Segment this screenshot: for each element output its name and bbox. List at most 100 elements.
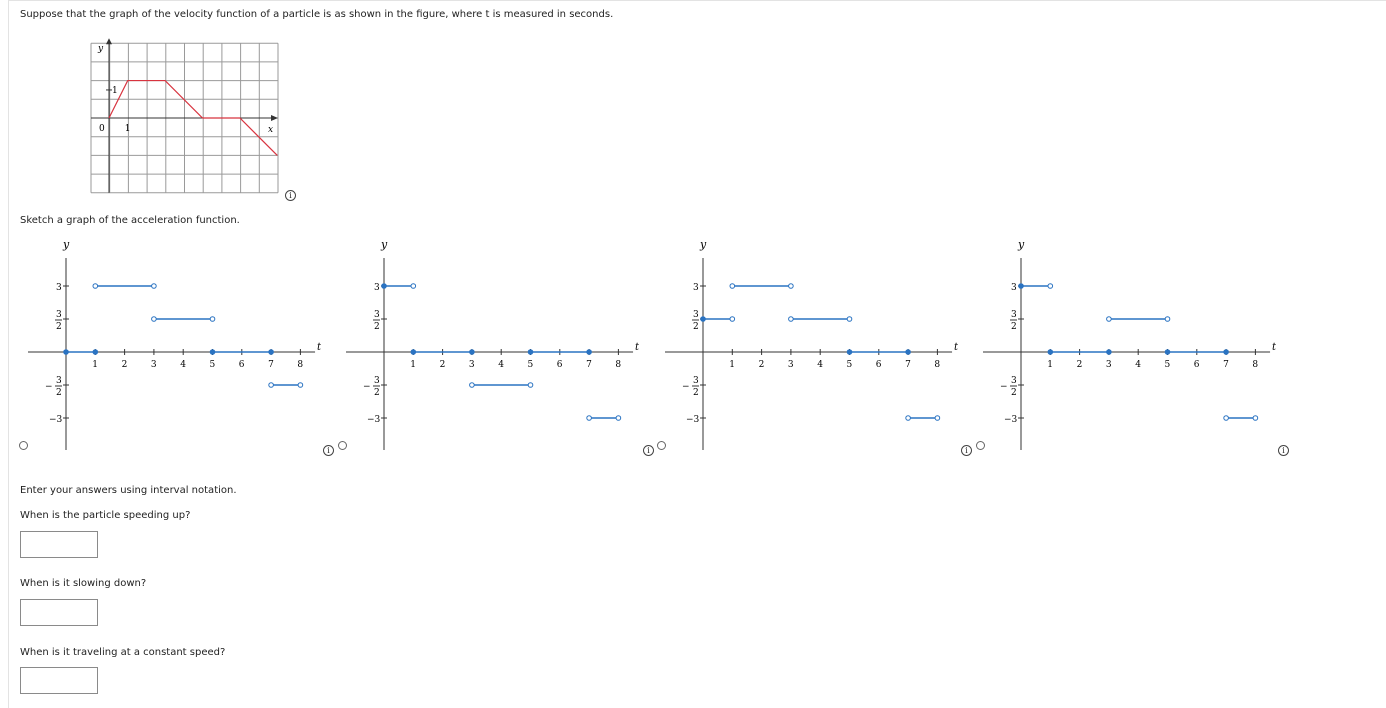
open-endpoint (92, 283, 99, 289)
open-endpoint (1164, 316, 1171, 322)
x-tick-label: 2 (759, 360, 765, 370)
x-tick-label: 1 (92, 360, 98, 370)
x-tick-label: 6 (876, 360, 882, 370)
info-icon[interactable]: i (1278, 445, 1289, 456)
frac-numerator: 3 (374, 376, 380, 386)
y-tick-label-3: 3 (693, 283, 699, 293)
y-axis-label: y (62, 238, 70, 251)
y-axis-label: y (699, 238, 707, 251)
x-tick-label: 7 (1223, 360, 1229, 370)
t-axis-label: t (317, 342, 322, 353)
frac-denominator: 2 (374, 388, 380, 398)
x-tick-label: 7 (586, 360, 592, 370)
x-tick-label: 1 (1047, 360, 1053, 370)
open-endpoint (268, 382, 274, 388)
x-tick-label: 6 (1194, 360, 1200, 370)
slowing-down-label: When is it slowing down? (20, 578, 147, 589)
open-endpoint (1047, 283, 1054, 289)
frac-denominator: 2 (1011, 388, 1017, 398)
frac-numerator: 3 (693, 310, 699, 320)
constant-speed-input[interactable] (20, 667, 98, 694)
t-axis-label: t (954, 342, 959, 353)
x-tick-label: 5 (847, 360, 853, 370)
interval-note: Enter your answers using interval notati… (20, 485, 237, 496)
closed-endpoint (410, 349, 417, 355)
option-graph-b: yt1 2 3 4 5 6 7 83−332−32 (346, 238, 640, 450)
frac-denominator: 2 (1011, 322, 1017, 332)
frac-denominator: 2 (56, 388, 62, 398)
frac-numerator: 3 (1011, 310, 1017, 320)
option-d-radio[interactable] (976, 441, 985, 450)
frac-neg-sign: − (682, 382, 690, 392)
open-endpoint (1106, 316, 1112, 322)
open-endpoint (788, 316, 794, 322)
frac-denominator: 2 (56, 322, 62, 332)
x-tick-label: 2 (440, 360, 446, 370)
open-endpoint (934, 415, 941, 421)
option-graph-c: yt1 2 3 4 5 6 7 83−332−32 (665, 238, 959, 450)
question-intro: Suppose that the graph of the velocity f… (20, 9, 614, 20)
frac-denominator: 2 (693, 388, 699, 398)
y-tick-label: 1 (112, 86, 118, 96)
y-axis-arrow (106, 38, 112, 45)
open-endpoint (729, 283, 736, 289)
closed-endpoint (92, 349, 99, 355)
closed-endpoint (586, 349, 592, 355)
closed-endpoint (700, 316, 706, 322)
x-axis-arrow (271, 115, 278, 121)
x-axis-label: x (268, 125, 273, 135)
open-endpoint (151, 283, 157, 289)
y-axis-label: y (380, 238, 388, 251)
open-endpoint (846, 316, 853, 322)
closed-endpoint (527, 349, 534, 355)
x-tick-label: 5 (1165, 360, 1171, 370)
y-tick-label-3: 3 (1011, 283, 1017, 293)
frac-denominator: 2 (374, 322, 380, 332)
open-endpoint (410, 283, 417, 289)
option-graph-d: yt1 2 3 4 5 6 7 83−332−32 (983, 238, 1277, 450)
velocity-curve (108, 79, 278, 156)
option-b-radio[interactable] (338, 441, 347, 450)
x-tick-label: 8 (297, 360, 303, 370)
y-tick-label-neg3: −3 (367, 415, 381, 425)
x-tick-label: 2 (122, 360, 128, 370)
frac-denominator: 2 (693, 322, 699, 332)
velocity-graph: y x 1 0 1 (90, 38, 279, 194)
open-endpoint (1223, 415, 1229, 421)
constant-speed-label: When is it traveling at a constant speed… (20, 647, 226, 658)
origin-label: 0 (99, 124, 105, 134)
closed-endpoint (469, 349, 475, 355)
closed-endpoint (1223, 349, 1229, 355)
x-tick-label: 1 (410, 360, 416, 370)
closed-endpoint (1047, 349, 1054, 355)
open-endpoint (586, 415, 592, 421)
x-tick-label: 4 (1135, 360, 1141, 370)
open-endpoint (297, 382, 304, 388)
option-c-radio[interactable] (657, 441, 666, 450)
slowing-down-input[interactable] (20, 599, 98, 626)
info-icon[interactable]: i (961, 445, 972, 456)
closed-endpoint (209, 349, 216, 355)
x-tick-label: 4 (817, 360, 823, 370)
t-axis-label: t (1272, 342, 1277, 353)
x-tick-label: 1 (125, 124, 131, 134)
info-icon[interactable]: i (323, 445, 334, 456)
x-tick-label: 8 (934, 360, 940, 370)
question-frame (8, 0, 1386, 708)
x-tick-label: 3 (469, 360, 475, 370)
closed-endpoint (63, 349, 69, 355)
y-axis-label: y (97, 44, 104, 54)
open-endpoint (615, 415, 622, 421)
x-tick-label: 8 (1252, 360, 1258, 370)
option-a-radio[interactable] (19, 441, 28, 450)
frac-numerator: 3 (56, 376, 62, 386)
x-tick-label: 5 (528, 360, 534, 370)
x-tick-label: 5 (210, 360, 216, 370)
open-endpoint (527, 382, 534, 388)
speeding-up-input[interactable] (20, 531, 98, 558)
info-icon[interactable]: i (285, 190, 296, 201)
y-tick-label-neg3: −3 (49, 415, 63, 425)
x-tick-label: 4 (180, 360, 186, 370)
frac-numerator: 3 (374, 310, 380, 320)
info-icon[interactable]: i (643, 445, 654, 456)
